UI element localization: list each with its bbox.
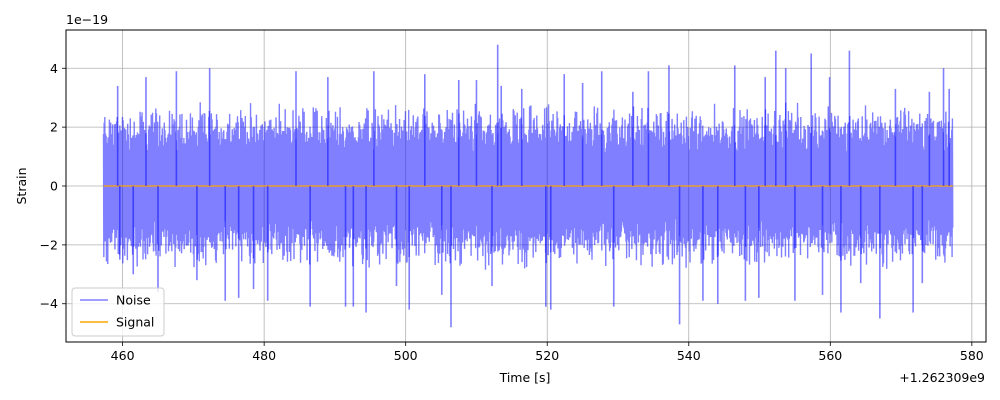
y-tick-label: 4 bbox=[50, 61, 58, 76]
legend-signal-label: Signal bbox=[116, 315, 154, 330]
x-tick-label: 540 bbox=[677, 348, 701, 363]
x-tick-label: 560 bbox=[818, 348, 842, 363]
x-tick-label: 520 bbox=[535, 348, 559, 363]
y-axis-label: Strain bbox=[14, 167, 29, 204]
x-tick-label: 500 bbox=[394, 348, 418, 363]
y-tick-label: 2 bbox=[50, 120, 58, 135]
x-tick-label: 460 bbox=[111, 348, 135, 363]
x-tick-label: 580 bbox=[960, 348, 984, 363]
y-tick-label: 0 bbox=[50, 179, 58, 194]
y-tick-label: −2 bbox=[40, 237, 58, 252]
x-tick-label: 480 bbox=[252, 348, 276, 363]
y-multiplier-label: 1e−19 bbox=[66, 12, 108, 27]
x-axis: 460 480 500 520 540 560 580 bbox=[111, 342, 984, 363]
y-tick-label: −4 bbox=[40, 296, 58, 311]
x-axis-label: Time [s] bbox=[499, 370, 551, 385]
legend-noise-label: Noise bbox=[116, 293, 151, 308]
x-offset-label: +1.262309e9 bbox=[899, 370, 985, 385]
legend: Noise Signal bbox=[71, 287, 165, 337]
y-axis: −4 −2 0 2 4 bbox=[40, 61, 66, 311]
noise-peaks bbox=[116, 44, 951, 328]
